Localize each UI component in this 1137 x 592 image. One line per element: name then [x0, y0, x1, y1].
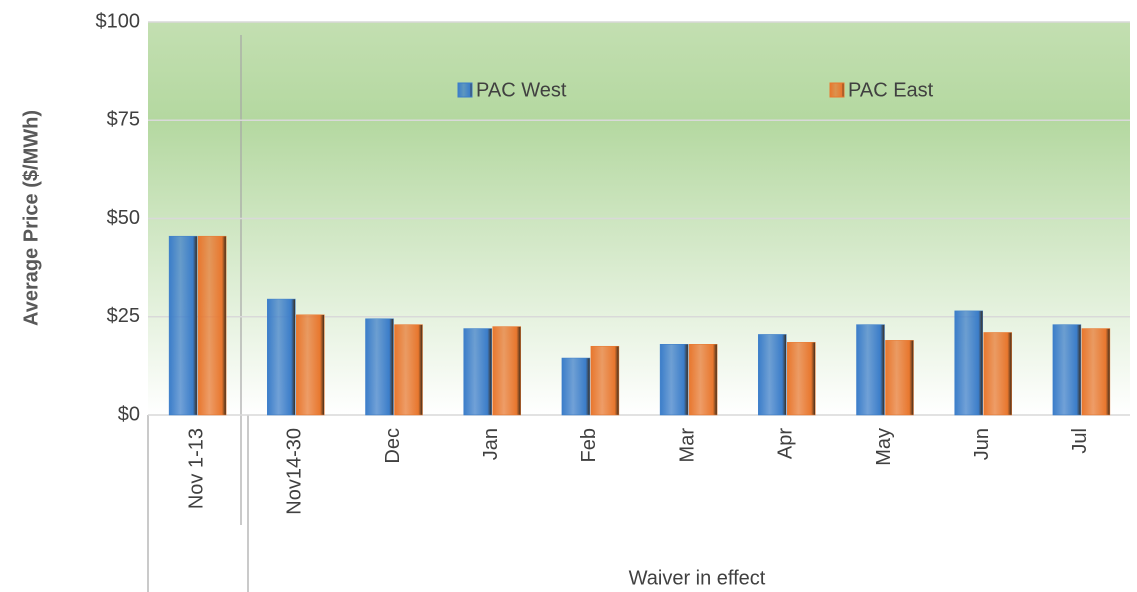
- x-tick-label: Dec: [382, 428, 404, 464]
- bar: [365, 318, 394, 416]
- bar: [267, 298, 296, 416]
- bar: [1081, 328, 1111, 416]
- y-axis-title: Average Price ($/MWh): [20, 110, 42, 326]
- x-tick-label: Feb: [578, 428, 600, 462]
- legend-label: PAC East: [848, 79, 934, 101]
- x-tick-label: Jan: [480, 428, 502, 460]
- legend-swatch: [829, 82, 845, 98]
- y-tick-label: $0: [118, 403, 140, 425]
- bar: [492, 326, 521, 416]
- bar: [983, 332, 1012, 416]
- bar: [758, 334, 787, 416]
- bar: [296, 314, 325, 416]
- bar: [561, 357, 591, 416]
- legend-swatch: [457, 82, 473, 98]
- bar: [885, 340, 914, 416]
- bar: [954, 310, 983, 416]
- x-tick-label: Jun: [971, 428, 993, 460]
- y-tick-label: $25: [107, 305, 140, 327]
- bar: [394, 324, 423, 416]
- x-tick-label: May: [873, 428, 895, 466]
- x-tick-label: Nov 1-13: [185, 428, 207, 509]
- x-tick-label: Mar: [676, 428, 698, 463]
- bar: [590, 345, 620, 416]
- x-tick-label: Apr: [775, 428, 797, 459]
- bar: [463, 328, 492, 416]
- y-tick-label: $100: [96, 10, 141, 32]
- bar: [168, 235, 198, 416]
- bar: [197, 235, 227, 416]
- y-tick-label: $50: [107, 207, 140, 229]
- legend-label: PAC West: [476, 79, 567, 101]
- bar: [1052, 324, 1082, 416]
- bar: [659, 344, 689, 416]
- bar: [856, 324, 885, 416]
- group-label: Waiver in effect: [629, 567, 766, 589]
- x-tick-label: Jul: [1069, 428, 1091, 454]
- bar: [787, 342, 816, 416]
- x-tick-label: Nov14-30: [284, 428, 306, 515]
- y-tick-label: $75: [107, 109, 140, 131]
- bar: [688, 344, 718, 416]
